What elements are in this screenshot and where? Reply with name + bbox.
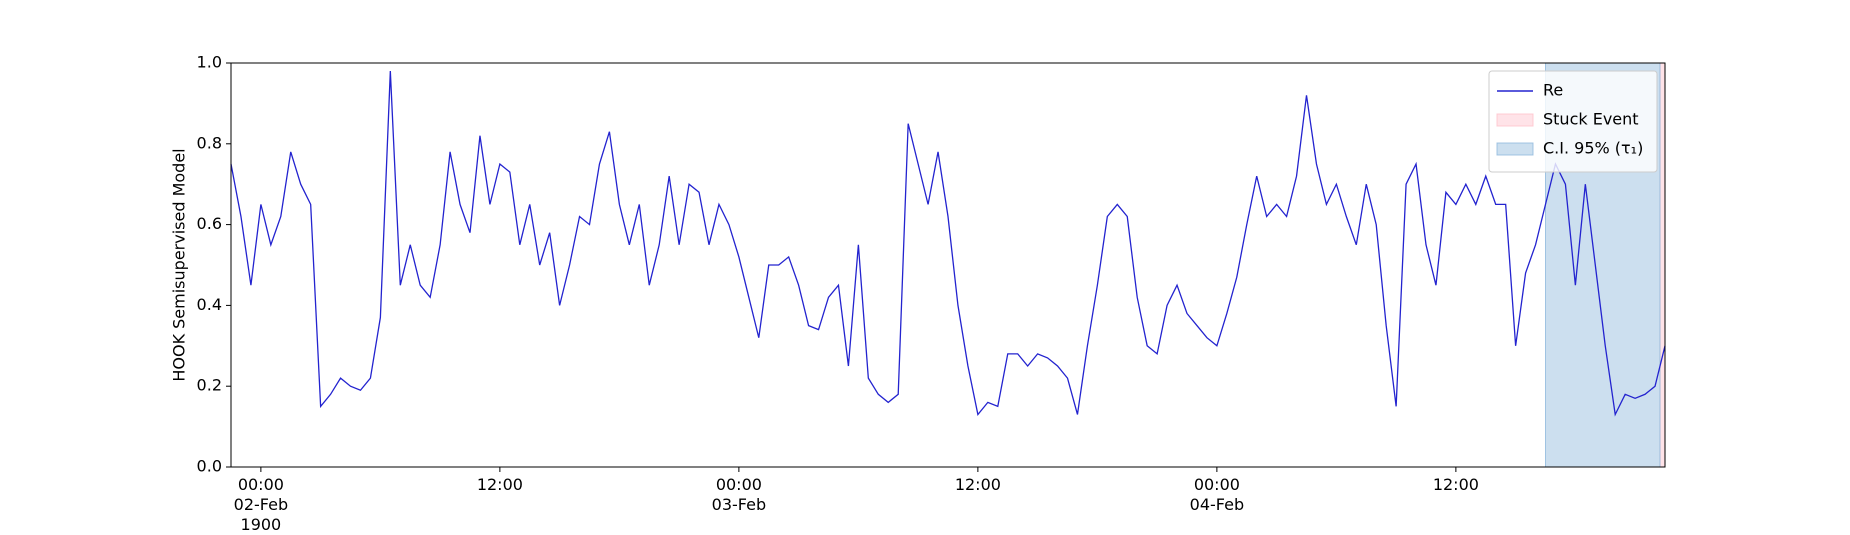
data-line: [230, 71, 1666, 417]
x-tick-label: 00:00 04-Feb: [1189, 475, 1245, 514]
y-tick-label: 0.4: [197, 295, 222, 314]
legend-label: Stuck Event: [1543, 110, 1639, 129]
plot-frame: [230, 62, 1666, 468]
legend-swatch: [1496, 142, 1534, 156]
legend-swatch: [1496, 113, 1534, 127]
y-axis-label: HOOK Semisupervised Model: [170, 148, 189, 381]
legend-label: C.I. 95% (τ₁): [1543, 139, 1643, 158]
legend-box: [1488, 70, 1658, 173]
y-tick-label: 0.6: [197, 214, 222, 233]
x-tick-label: 12:00: [476, 475, 523, 494]
x-tick-label: 00:00 03-Feb: [711, 475, 767, 514]
x-tick-label: 00:00 02-Feb 1900: [233, 475, 289, 534]
legend: Re Stuck Event C.I. 95% (τ₁): [1488, 70, 1658, 173]
shaded-span: [1659, 62, 1666, 468]
y-tick-label: 0.2: [197, 376, 222, 395]
legend-label: Re: [1543, 81, 1563, 100]
y-tick-label: 1.0: [197, 53, 222, 72]
y-tick-label: 0.8: [197, 133, 222, 152]
y-tick-label: 0.0: [197, 457, 222, 476]
x-tick-label: 12:00: [954, 475, 1001, 494]
x-tick-label: 12:00: [1432, 475, 1479, 494]
